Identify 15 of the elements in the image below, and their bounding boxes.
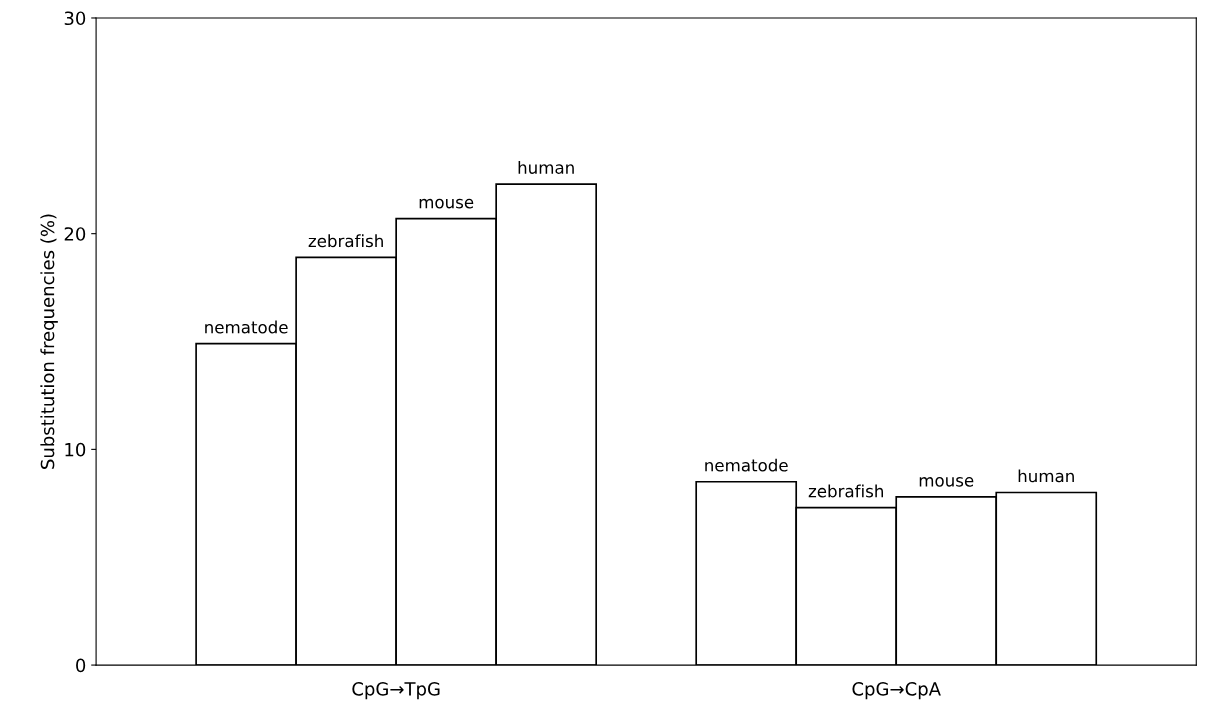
y-tick-label: 20 <box>64 227 86 241</box>
text: mouse <box>419 198 474 209</box>
y-tick-label: 30 <box>64 11 86 26</box>
series-label: human <box>518 160 574 174</box>
series-label: zebrafish <box>308 234 383 248</box>
y-tick-label: 10 <box>65 442 86 457</box>
text: human <box>1018 469 1074 483</box>
y-tick-label: 0 <box>76 658 86 673</box>
text: zebrafish <box>808 484 883 498</box>
x-tick-label: CpG→TpG <box>352 682 440 700</box>
series-label: nematode <box>205 320 288 334</box>
series-label: mouse <box>919 477 974 487</box>
text: nematode <box>705 458 788 472</box>
y-axis-title: Substitution frequencies (%) <box>40 214 58 469</box>
x-tick-label: CpG→CpA <box>852 682 941 700</box>
